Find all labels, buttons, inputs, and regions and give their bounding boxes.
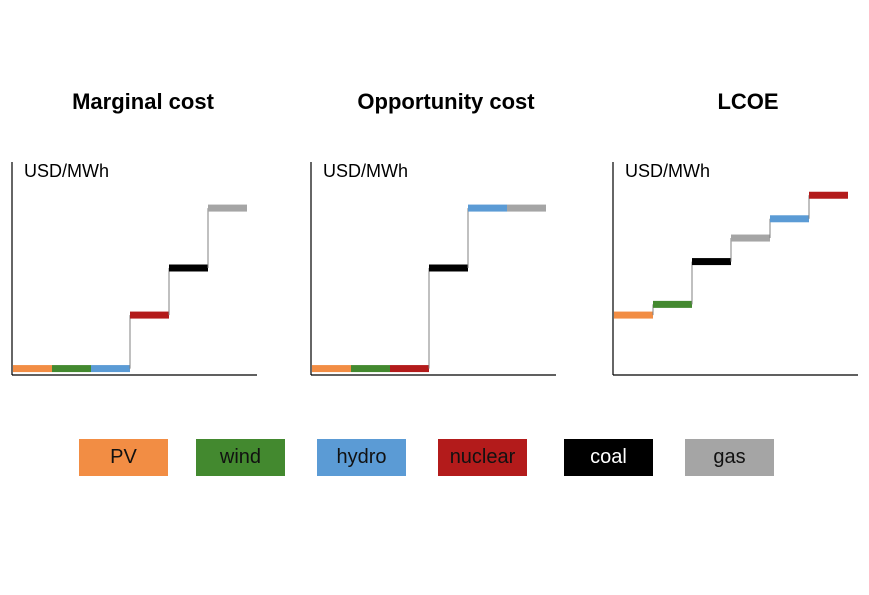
step-lcoe-pv [614,311,653,319]
legend: PV wind hydro nuclear coal gas [0,439,869,476]
legend-item-wind: wind [196,439,285,476]
chart-title-marginal-cost: Marginal cost [72,89,214,114]
legend-label-hydro: hydro [336,446,387,468]
step-marginal-cost-hydro [91,365,130,373]
legend-label-gas: gas [713,446,746,468]
y-axis-label-opportunity-cost: USD/MWh [323,161,408,181]
legend-item-coal: coal [564,439,653,476]
legend-label-nuclear: nuclear [449,446,516,468]
step-opportunity-cost-nuclear [390,365,429,373]
legend-label-pv: PV [110,446,137,468]
step-lcoe-hydro [770,215,809,223]
step-opportunity-cost-pv [312,365,351,373]
step-marginal-cost-pv [13,365,52,373]
legend-item-gas: gas [685,439,774,476]
legend-item-hydro: hydro [317,439,406,476]
chart-title-opportunity-cost: Opportunity cost [357,89,535,114]
chart-title-lcoe: LCOE [717,89,778,114]
step-marginal-cost-nuclear [130,311,169,319]
step-opportunity-cost-wind [351,365,390,373]
legend-label-wind: wind [219,446,262,468]
y-axis-label-lcoe: USD/MWh [625,161,710,181]
step-lcoe-nuclear [809,191,848,199]
step-opportunity-cost-coal [429,264,468,272]
legend-item-nuclear: nuclear [438,439,527,476]
step-opportunity-cost-gas [507,204,546,212]
step-marginal-cost-gas [208,204,247,212]
y-axis-label-marginal-cost: USD/MWh [24,161,109,181]
step-opportunity-cost-hydro [468,204,507,212]
step-lcoe-wind [653,300,692,308]
step-marginal-cost-coal [169,264,208,272]
legend-label-coal: coal [590,446,627,468]
step-lcoe-coal [692,258,731,266]
legend-item-pv: PV [79,439,168,476]
step-lcoe-gas [731,234,770,242]
step-marginal-cost-wind [52,365,91,373]
